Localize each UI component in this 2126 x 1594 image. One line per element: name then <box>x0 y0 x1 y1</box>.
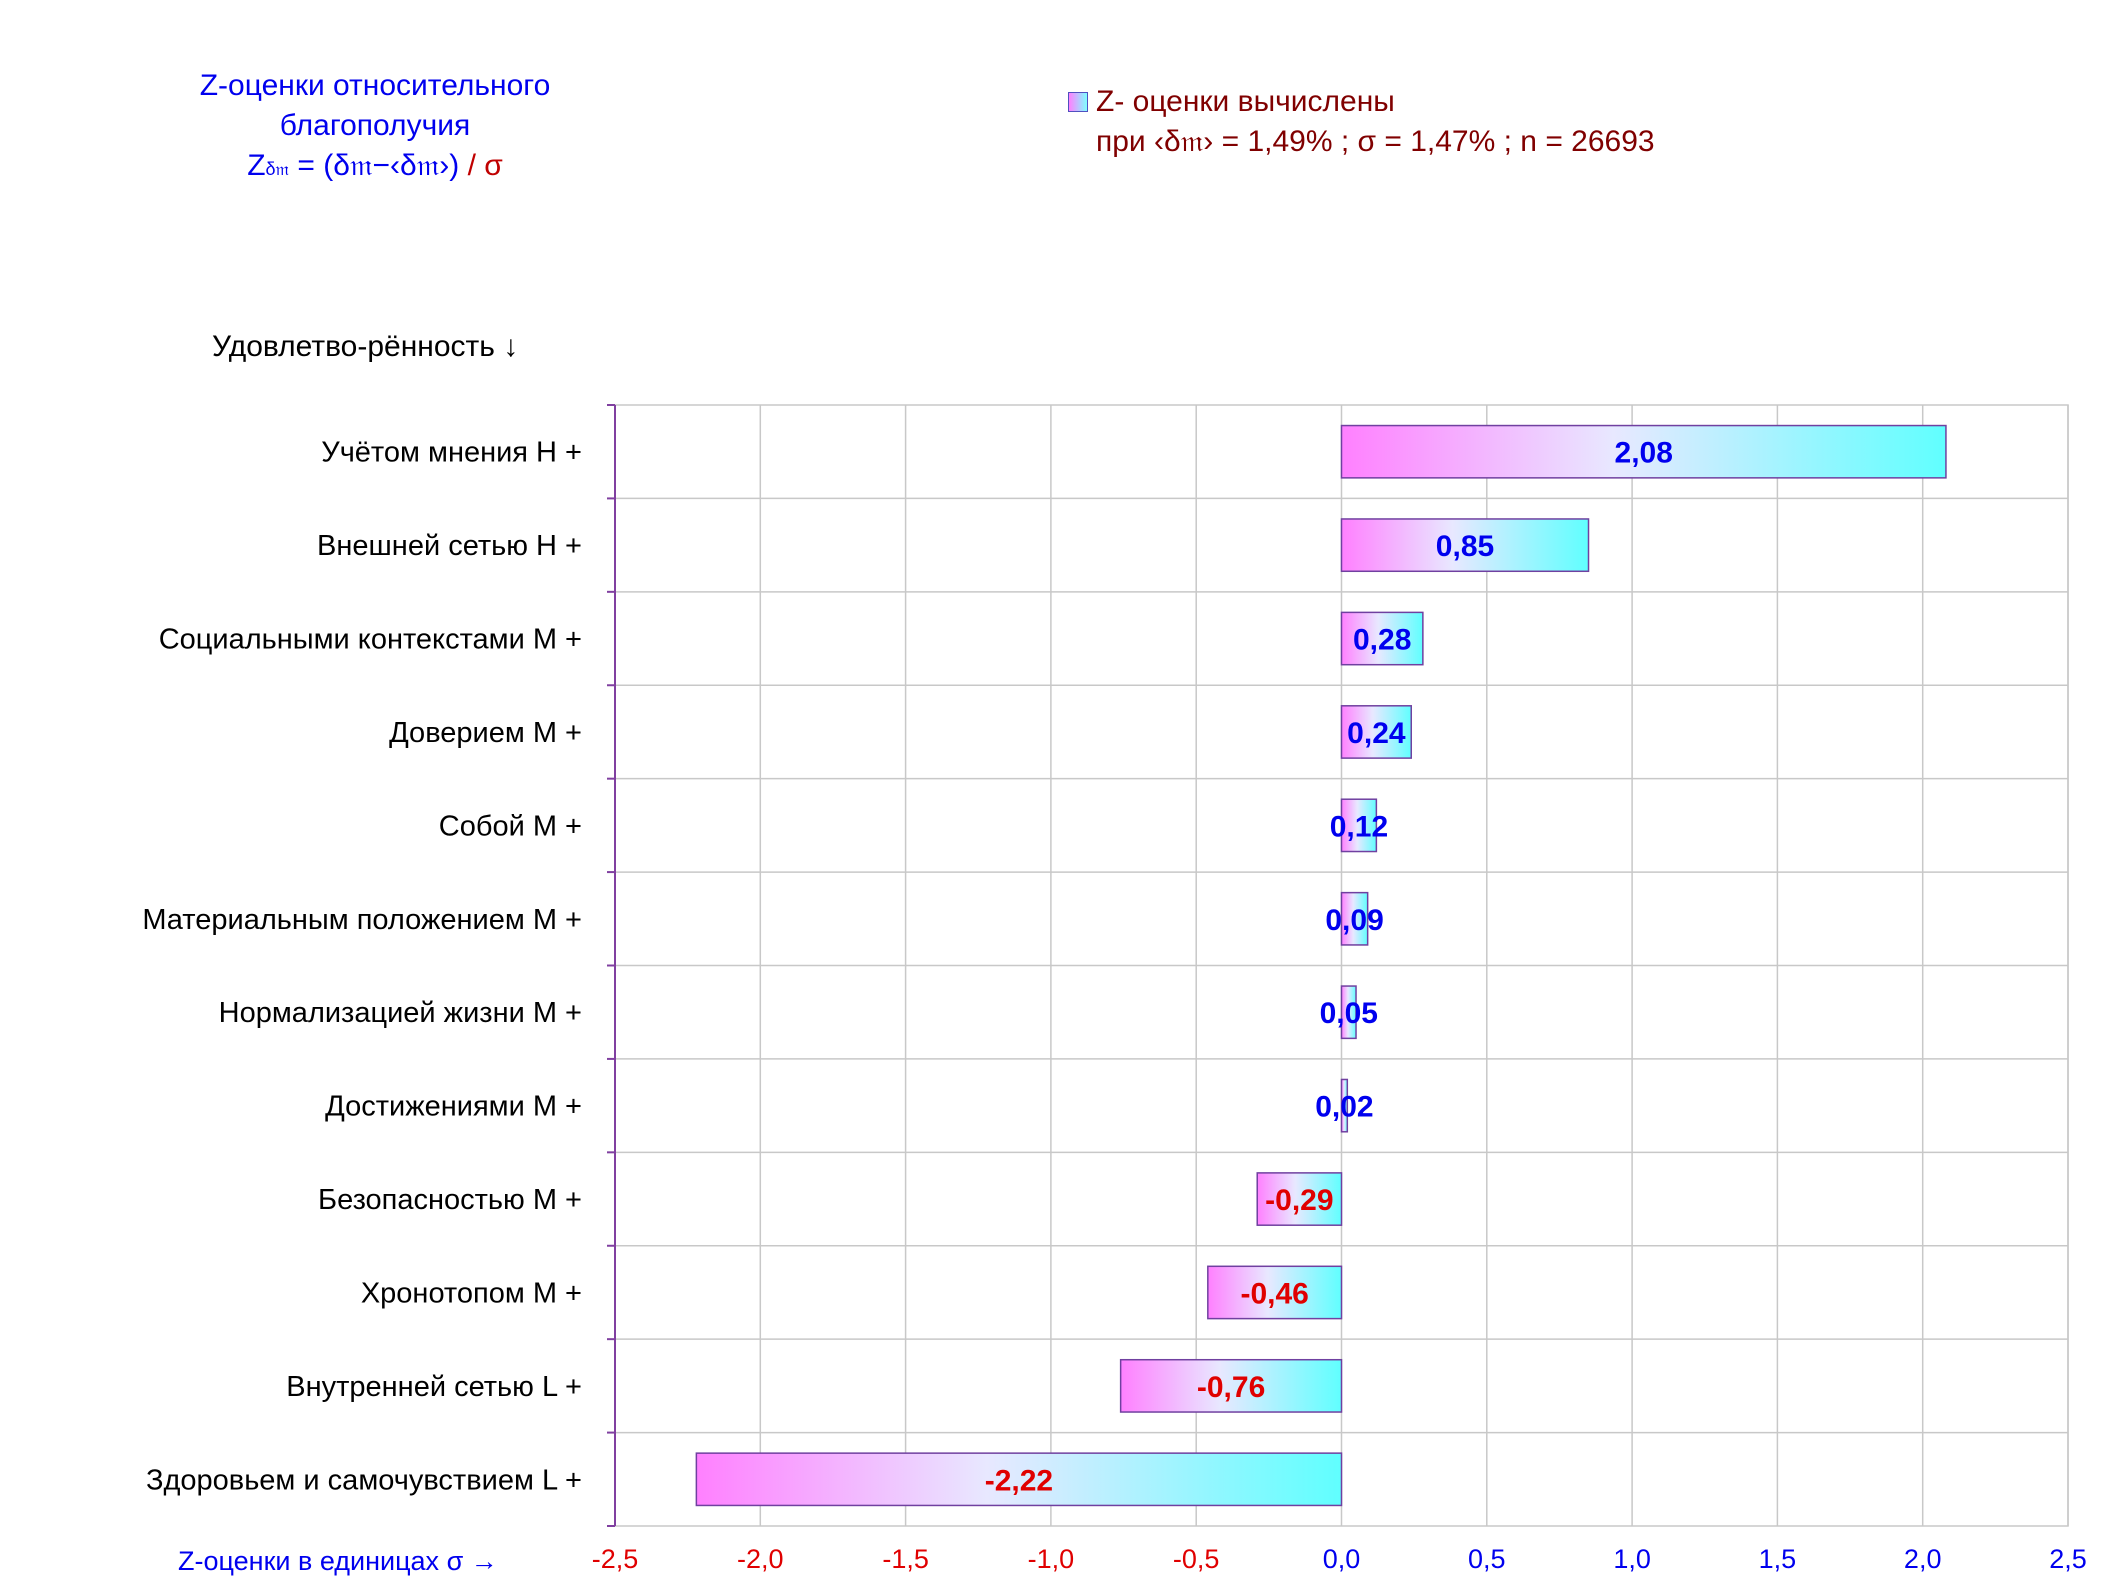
bar-value-label: 0,02 <box>1315 1091 1373 1124</box>
formula-subscript: δ𝔪 <box>265 159 290 179</box>
category-label: Внешней сетью H + <box>317 530 582 562</box>
title-formula: Zδ𝔪 = (δ𝔪−‹δ𝔪›) / σ <box>150 146 600 189</box>
x-tick-label: -1,0 <box>1028 1544 1075 1574</box>
x-tick-label: -1,5 <box>882 1544 929 1574</box>
bar <box>1340 1078 1349 1133</box>
bar-value-label: -0,46 <box>1240 1277 1308 1310</box>
bar-value-label: 0,24 <box>1347 717 1406 750</box>
bar <box>1256 1172 1343 1226</box>
category-label: Нормализацией жизни M + <box>219 997 582 1029</box>
formula-z: Z <box>247 149 266 182</box>
bar <box>1340 611 1424 666</box>
category-label: Хронотопом M + <box>361 1277 582 1309</box>
category-label: Доверием M + <box>389 717 582 749</box>
category-label: Здоровьем и самочувствием L + <box>146 1464 582 1496</box>
bar <box>1340 798 1378 853</box>
x-tick-label: 1,5 <box>1759 1544 1797 1574</box>
bar <box>1340 985 1357 1040</box>
category-label: Внутренней сетью L + <box>286 1371 582 1403</box>
bar-value-label: 0,85 <box>1436 530 1494 563</box>
category-label: Материальным положением M + <box>142 904 582 936</box>
bar-value-label: 0,05 <box>1320 997 1378 1030</box>
bar-value-label: -2,22 <box>985 1464 1053 1497</box>
bar-value-label: 0,09 <box>1325 904 1383 937</box>
category-label: Собой M + <box>439 810 582 842</box>
x-tick-label: 0,5 <box>1468 1544 1506 1574</box>
x-tick-label: 2,0 <box>1904 1544 1942 1574</box>
bar <box>1340 424 1947 479</box>
category-label: Социальными контекстами M + <box>159 624 582 656</box>
x-tick-label: -2,5 <box>592 1544 639 1574</box>
bar <box>1340 518 1590 573</box>
bar <box>695 1452 1343 1507</box>
bar-value-label: 2,08 <box>1615 437 1673 470</box>
category-axis-title: Удовлетво-рённость ↓ <box>212 330 519 363</box>
legend: Z- оценки вычислены при ‹δ𝔪› = 1,49% ; σ… <box>1068 82 1655 162</box>
legend-line-2: при ‹δ𝔪› = 1,49% ; σ = 1,47% ; n = 26693 <box>1096 125 1655 158</box>
formula-end: / σ <box>459 149 503 182</box>
formula-middle: = (δ𝔪−‹δ𝔪›) <box>289 149 460 182</box>
bar-value-label: -0,76 <box>1197 1371 1265 1404</box>
category-label: Учётом мнения H + <box>321 437 582 469</box>
x-tick-label: -0,5 <box>1173 1544 1220 1574</box>
title-line-2: благополучия <box>279 109 471 142</box>
bar-value-label: -0,29 <box>1265 1184 1333 1217</box>
x-tick-label: -2,0 <box>737 1544 784 1574</box>
category-label: Достижениями M + <box>325 1091 582 1123</box>
bar <box>1207 1265 1343 1320</box>
bar-value-label: 0,28 <box>1353 624 1411 657</box>
chart-title: Z-оценки относительного благополучия Zδ𝔪… <box>150 66 600 189</box>
category-label: Безопасностью M + <box>318 1184 582 1216</box>
x-tick-label: 1,0 <box>1613 1544 1651 1574</box>
bar-value-label: 0,12 <box>1330 810 1388 843</box>
bar <box>1340 891 1369 946</box>
legend-line-1: Z- оценки вычислены <box>1096 85 1395 118</box>
bar <box>1340 705 1412 759</box>
legend-swatch <box>1068 92 1088 112</box>
title-line-1: Z-оценки относительного <box>199 69 551 102</box>
x-tick-label: 0,0 <box>1323 1544 1361 1574</box>
bar <box>1119 1358 1343 1413</box>
x-tick-label: 2,5 <box>2049 1544 2087 1574</box>
x-axis-label: Z-оценки в единицах σ → <box>178 1546 498 1576</box>
